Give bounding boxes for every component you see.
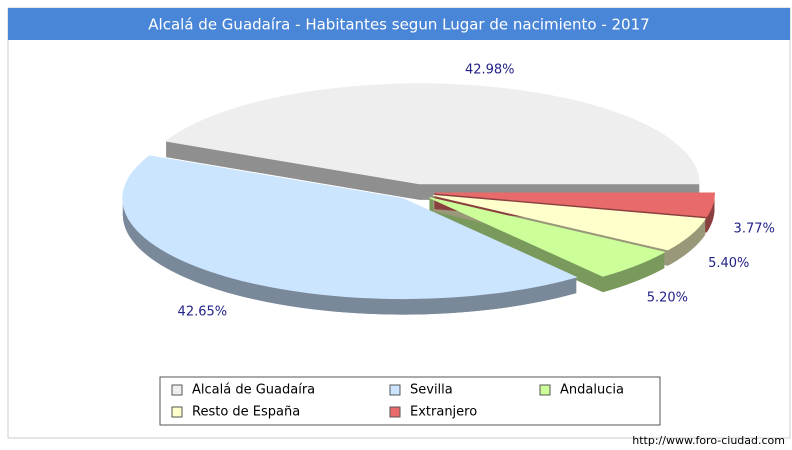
slice-side	[706, 192, 715, 233]
slice	[434, 192, 715, 217]
legend-label: Resto de España	[192, 405, 300, 420]
data-label: 5.40%	[708, 256, 749, 271]
legend	[159, 376, 661, 426]
title-bar	[8, 8, 790, 40]
legend-swatch	[389, 406, 401, 418]
legend-label: Alcalá de Guadaíra	[192, 383, 315, 398]
slice	[429, 197, 666, 277]
legend-label: Extranjero	[410, 405, 477, 420]
chart-title: Alcalá de Guadaíra - Habitantes segun Lu…	[148, 16, 649, 34]
footer: http://www.foro-ciudad.com	[632, 434, 785, 447]
slice	[432, 194, 707, 251]
legend-label: Andalucia	[560, 383, 624, 398]
legend-swatch	[171, 406, 183, 418]
legend-swatch	[171, 384, 183, 396]
slice	[122, 155, 578, 300]
slice-side	[667, 218, 706, 266]
slice-face	[166, 141, 420, 200]
slice-side	[122, 198, 577, 315]
legend-swatch	[389, 384, 401, 396]
data-label: 42.65%	[178, 304, 228, 319]
data-label: 5.20%	[647, 291, 688, 306]
data-label: 3.77%	[734, 221, 775, 236]
legend-swatch	[539, 384, 551, 396]
slice	[164, 83, 700, 185]
data-label: 42.98%	[465, 63, 515, 78]
slice-side	[602, 252, 665, 293]
pie	[122, 83, 715, 315]
legend-label: Sevilla	[410, 383, 453, 398]
